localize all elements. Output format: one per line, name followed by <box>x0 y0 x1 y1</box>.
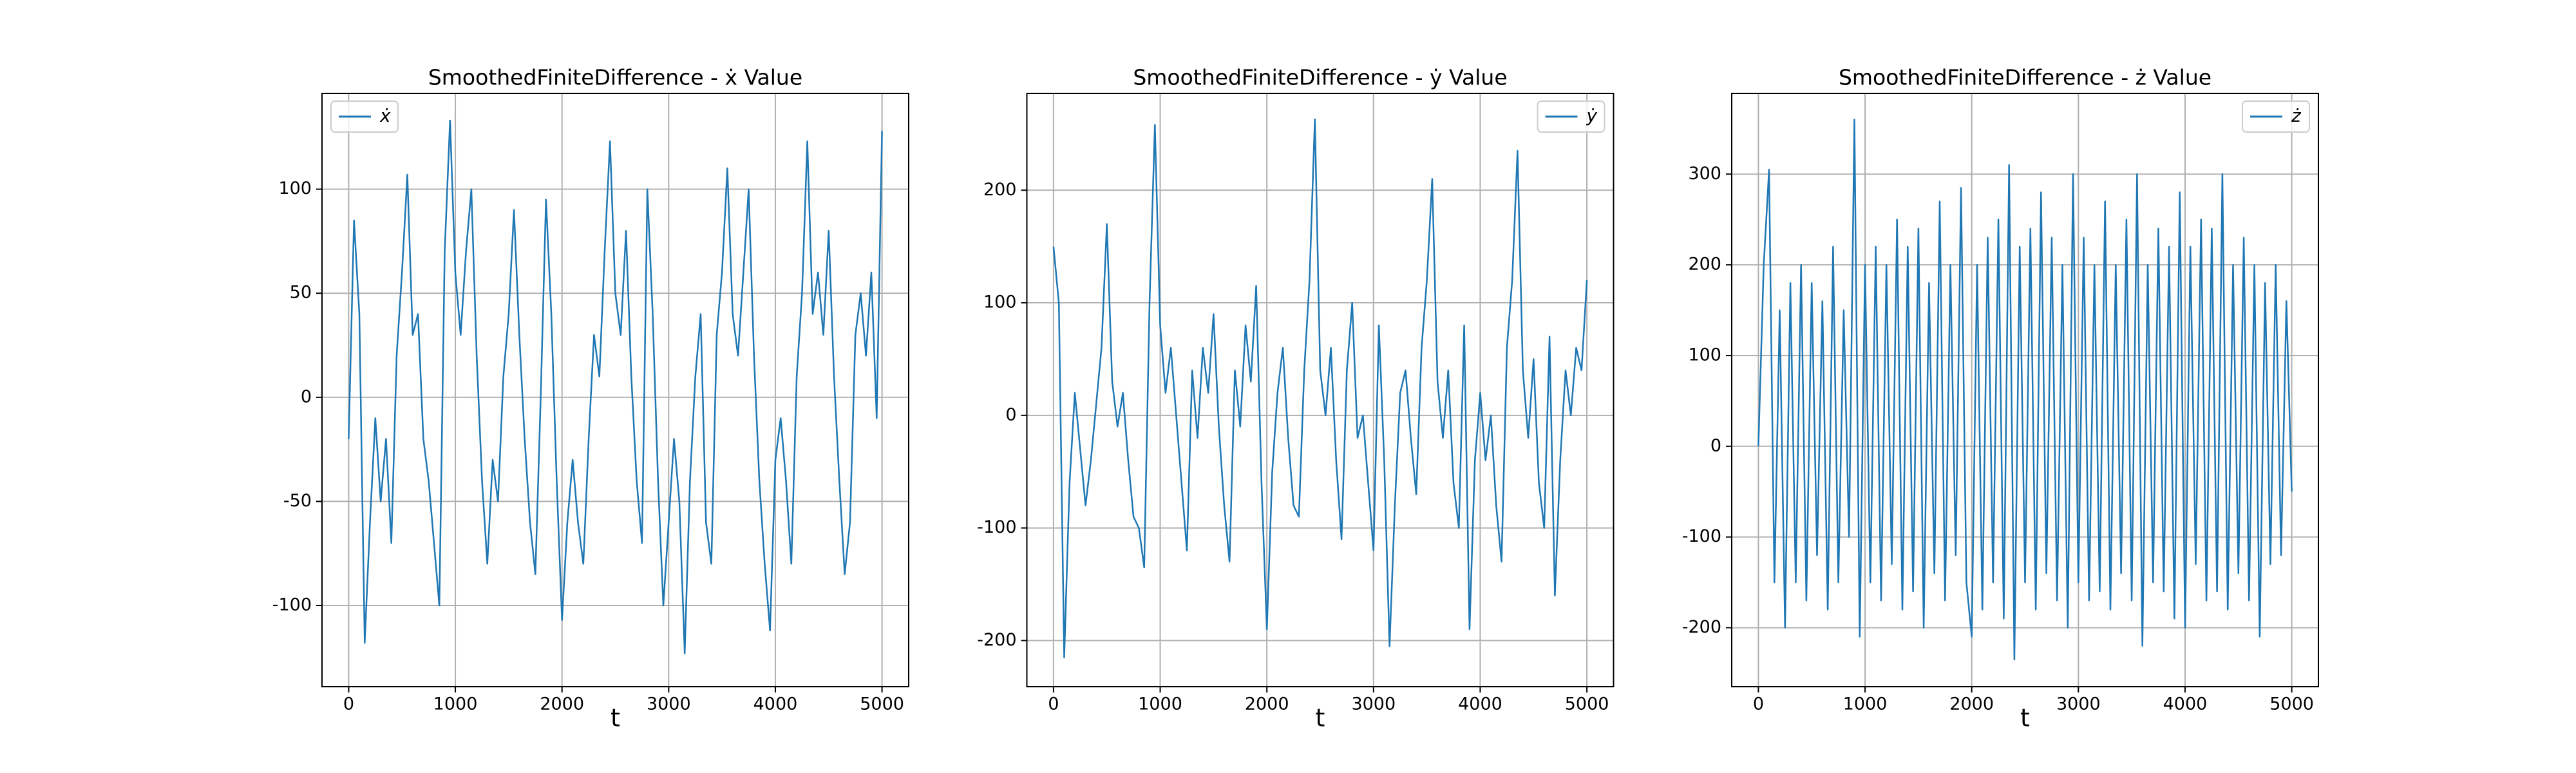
x-tick-label: 0 <box>1753 694 1764 714</box>
y-tick-label: -100 <box>1682 526 1721 546</box>
y-tick-label: -100 <box>977 517 1016 537</box>
x-tick-label: 0 <box>343 694 354 714</box>
plot-frame <box>1731 93 2319 687</box>
y-tick-label: 0 <box>1710 435 1721 455</box>
x-tick-label: 1000 <box>433 694 478 714</box>
y-tick-label: 100 <box>278 178 312 198</box>
x-axis-label: t <box>611 704 620 732</box>
x-tick-label: 1000 <box>1843 694 1888 714</box>
y-tick-label: -200 <box>977 630 1016 650</box>
legend-label: ẏ <box>1586 105 1598 126</box>
x-tick-label: 5000 <box>1565 694 1609 714</box>
y-tick-label: 50 <box>290 283 312 303</box>
data-line <box>1052 118 1588 658</box>
y-tick-label: -50 <box>283 491 312 511</box>
y-tick-label: -200 <box>1682 617 1721 637</box>
chart-title: SmoothedFiniteDifference - ż Value <box>1839 65 2211 90</box>
legend-label: ż <box>2291 105 2302 126</box>
x-tick-label: 2000 <box>540 694 584 714</box>
y-tick-label: 100 <box>1688 345 1721 365</box>
data-line <box>1757 119 2293 661</box>
x-tick-label: 2000 <box>1949 694 1994 714</box>
x-axis-label: t <box>2020 704 2030 732</box>
x-tick-label: 3000 <box>1351 694 1396 714</box>
x-axis-label: t <box>1316 704 1325 732</box>
chart-title: SmoothedFiniteDifference - ẋ Value <box>428 65 802 90</box>
plot-frame <box>321 93 909 687</box>
y-tick-label: 200 <box>1688 254 1721 274</box>
x-tick-label: 3000 <box>2056 694 2101 714</box>
plot-frame <box>1026 93 1615 687</box>
x-tick-label: 5000 <box>860 694 904 714</box>
x-tick-label: 3000 <box>647 694 691 714</box>
x-tick-label: 4000 <box>2163 694 2208 714</box>
x-tick-label: 4000 <box>753 694 798 714</box>
chart-title: SmoothedFiniteDifference - ẏ Value <box>1133 65 1507 90</box>
x-tick-label: 1000 <box>1138 694 1182 714</box>
x-tick-label: 2000 <box>1245 694 1289 714</box>
data-line <box>348 119 883 654</box>
y-tick-label: 0 <box>1005 405 1016 425</box>
y-tick-label: -100 <box>272 595 312 615</box>
y-tick-label: 300 <box>1688 164 1721 184</box>
y-tick-label: 200 <box>983 180 1017 200</box>
y-tick-label: 100 <box>983 292 1017 312</box>
x-tick-label: 0 <box>1048 694 1059 714</box>
x-tick-label: 4000 <box>1458 694 1502 714</box>
x-tick-label: 5000 <box>2269 694 2314 714</box>
legend-label: ẋ <box>379 105 391 126</box>
y-tick-label: 0 <box>301 386 312 406</box>
